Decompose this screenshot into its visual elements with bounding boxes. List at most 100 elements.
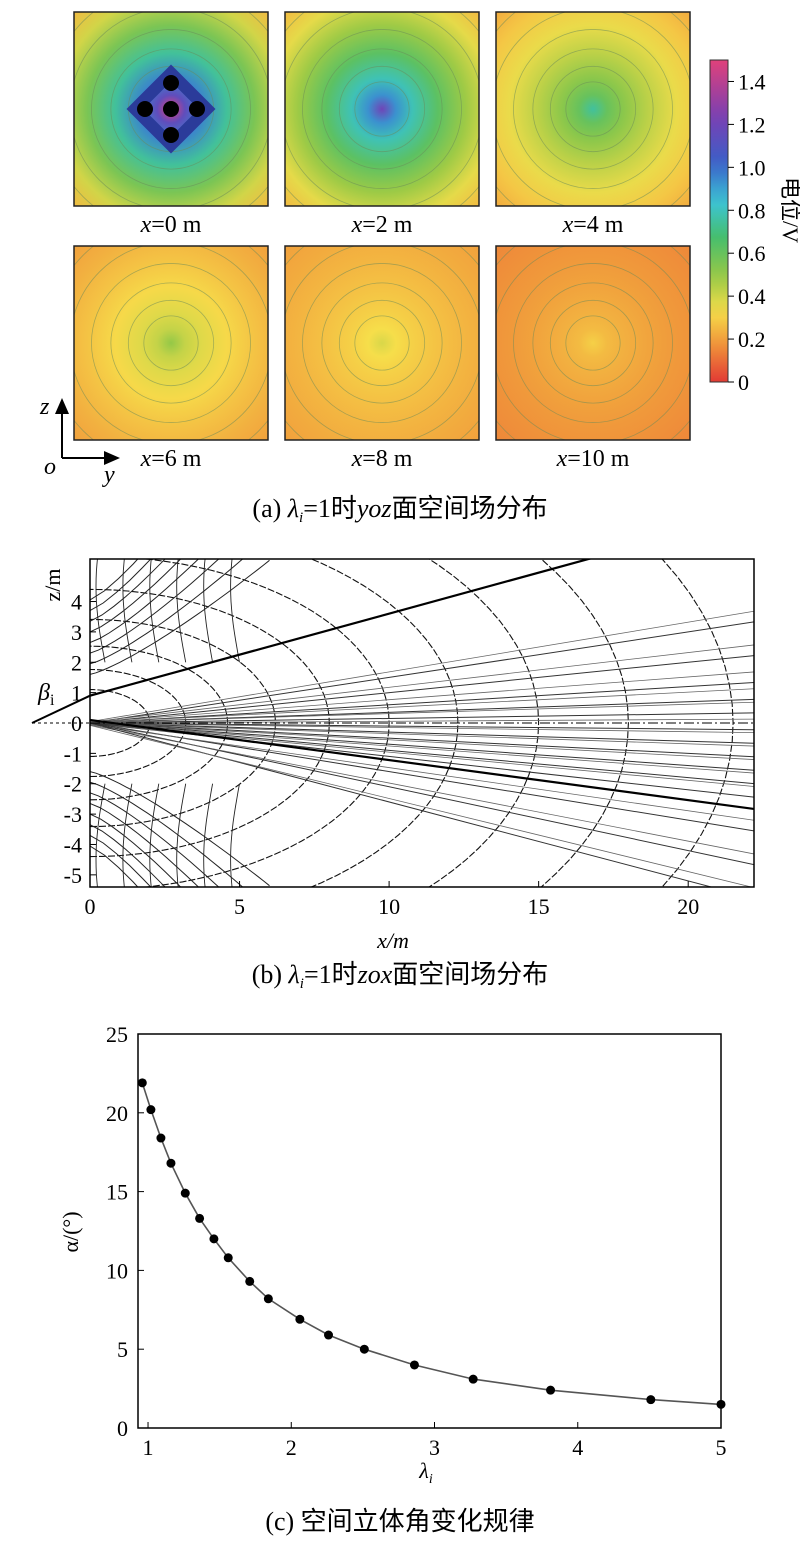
equipotential-arc xyxy=(428,559,540,887)
field-line xyxy=(90,688,754,724)
data-point xyxy=(209,1234,219,1244)
x-tick-label: 15 xyxy=(528,894,550,919)
field-line xyxy=(90,824,166,887)
beta-ray xyxy=(31,694,91,724)
contour-line xyxy=(110,48,232,170)
contour-line xyxy=(91,263,251,423)
field-line xyxy=(90,722,754,771)
contour-line xyxy=(549,299,637,387)
tile-label: x=8 m xyxy=(351,446,413,472)
potential-tile: x=0 m xyxy=(73,11,269,238)
data-point xyxy=(263,1294,273,1304)
field-line xyxy=(90,610,754,723)
data-point xyxy=(166,1158,176,1168)
colorbar-tick: 0.2 xyxy=(738,327,766,352)
contour-line xyxy=(354,315,410,371)
y-tick-label: 4 xyxy=(71,590,82,615)
caption-a: (a) λi=1时yoz面空间场分布 xyxy=(252,494,547,526)
data-point xyxy=(137,1078,147,1088)
x-tick-label: 5 xyxy=(716,1435,727,1460)
contour-line xyxy=(110,282,232,404)
equipotential-arc xyxy=(122,783,133,887)
y-tick-label: 25 xyxy=(106,1022,128,1047)
potential-tile: x=4 m xyxy=(495,11,691,238)
field-line xyxy=(90,771,270,887)
contour-line xyxy=(91,29,251,189)
y-tick-label: 0 xyxy=(71,711,82,736)
xlabel-b: x/m xyxy=(376,928,409,953)
potential-tile: x=6 m xyxy=(73,245,269,472)
field-line xyxy=(90,682,754,724)
electrode-dot xyxy=(163,75,179,91)
equipotential-arc xyxy=(122,559,133,663)
caption-c: (c) 空间立体角变化规律 xyxy=(265,1507,534,1536)
field-line xyxy=(90,722,754,744)
field-line xyxy=(90,559,220,654)
x-tick-label: 20 xyxy=(677,894,699,919)
contour-line xyxy=(302,29,462,189)
contour-line xyxy=(321,48,443,170)
equipotential-arc xyxy=(540,559,629,887)
y-tick-label: -1 xyxy=(64,741,82,766)
electrode-halo xyxy=(126,64,216,154)
y-tick-label: -4 xyxy=(64,832,82,857)
y-tick-label: 5 xyxy=(117,1337,128,1362)
data-point xyxy=(180,1188,190,1198)
field-line xyxy=(90,724,753,887)
alpha-curve xyxy=(141,1082,722,1406)
colorbar-tick: 0.6 xyxy=(738,241,766,266)
y-tick-label: 2 xyxy=(71,650,82,675)
field-line xyxy=(90,724,754,821)
field-line xyxy=(90,723,754,760)
x-tick-label: 10 xyxy=(378,894,400,919)
field-line xyxy=(90,671,754,723)
equipotential-arc xyxy=(176,783,187,887)
colorbar-tick: 1.0 xyxy=(738,155,766,180)
electrode-dot xyxy=(189,101,205,117)
y-tick-label: 1 xyxy=(71,681,82,706)
contour-line xyxy=(549,65,637,153)
colorbar-tick: 1.2 xyxy=(738,112,766,137)
ylabel-c: α/(°) xyxy=(58,1211,83,1252)
axes-glyph: z o y xyxy=(39,394,120,488)
data-point xyxy=(195,1213,205,1223)
field-line xyxy=(90,722,754,733)
x-tick-label: 5 xyxy=(234,894,245,919)
field-line xyxy=(90,803,200,887)
data-point xyxy=(324,1330,334,1340)
tile-fill xyxy=(285,12,479,206)
field-line xyxy=(90,722,754,731)
field-line xyxy=(90,723,754,774)
contour-line xyxy=(513,29,673,189)
tile-label: x=4 m xyxy=(562,212,624,238)
colorbar-tick: 0.8 xyxy=(738,198,766,223)
equipotential-arc xyxy=(176,559,187,663)
electrode-dot xyxy=(163,127,179,143)
beta-label: βi xyxy=(37,680,55,709)
caption-b: (b) λi=1时zox面空间场分布 xyxy=(252,960,549,992)
field-line xyxy=(90,813,182,887)
panel-b-zox-field: 0 5 10 15 20 -5 -4 -3 -2 -1 0 1 2 3 4 z/m x/m βi (b) λ… xyxy=(31,558,755,992)
field-line xyxy=(90,655,754,724)
tile-fill xyxy=(496,12,690,206)
y-tick-label: -2 xyxy=(64,772,82,797)
field-line xyxy=(90,559,270,675)
panel-c-solid-angle: 1 2 3 4 5 0 5 10 15 20 25 α/(°) λi (c) 空间立体角变化规律 xyxy=(58,1022,727,1536)
field-line xyxy=(90,559,182,633)
data-point xyxy=(546,1385,556,1395)
x-tick-label: 2 xyxy=(286,1435,297,1460)
colorbar-tick: 0 xyxy=(738,370,749,395)
y-tick-label: 10 xyxy=(106,1258,128,1283)
data-point xyxy=(646,1395,656,1405)
tile-label: x=0 m xyxy=(140,212,202,238)
equipotential-arc xyxy=(149,783,160,887)
data-point xyxy=(409,1360,419,1370)
potential-tile: x=10 m xyxy=(495,245,691,472)
field-line xyxy=(90,559,244,665)
contour-line xyxy=(338,299,426,387)
contour-line xyxy=(513,263,673,423)
equipotential-arc xyxy=(230,559,240,663)
field-line xyxy=(90,722,754,832)
equipotential-arc xyxy=(203,783,214,887)
field-line xyxy=(90,845,139,887)
